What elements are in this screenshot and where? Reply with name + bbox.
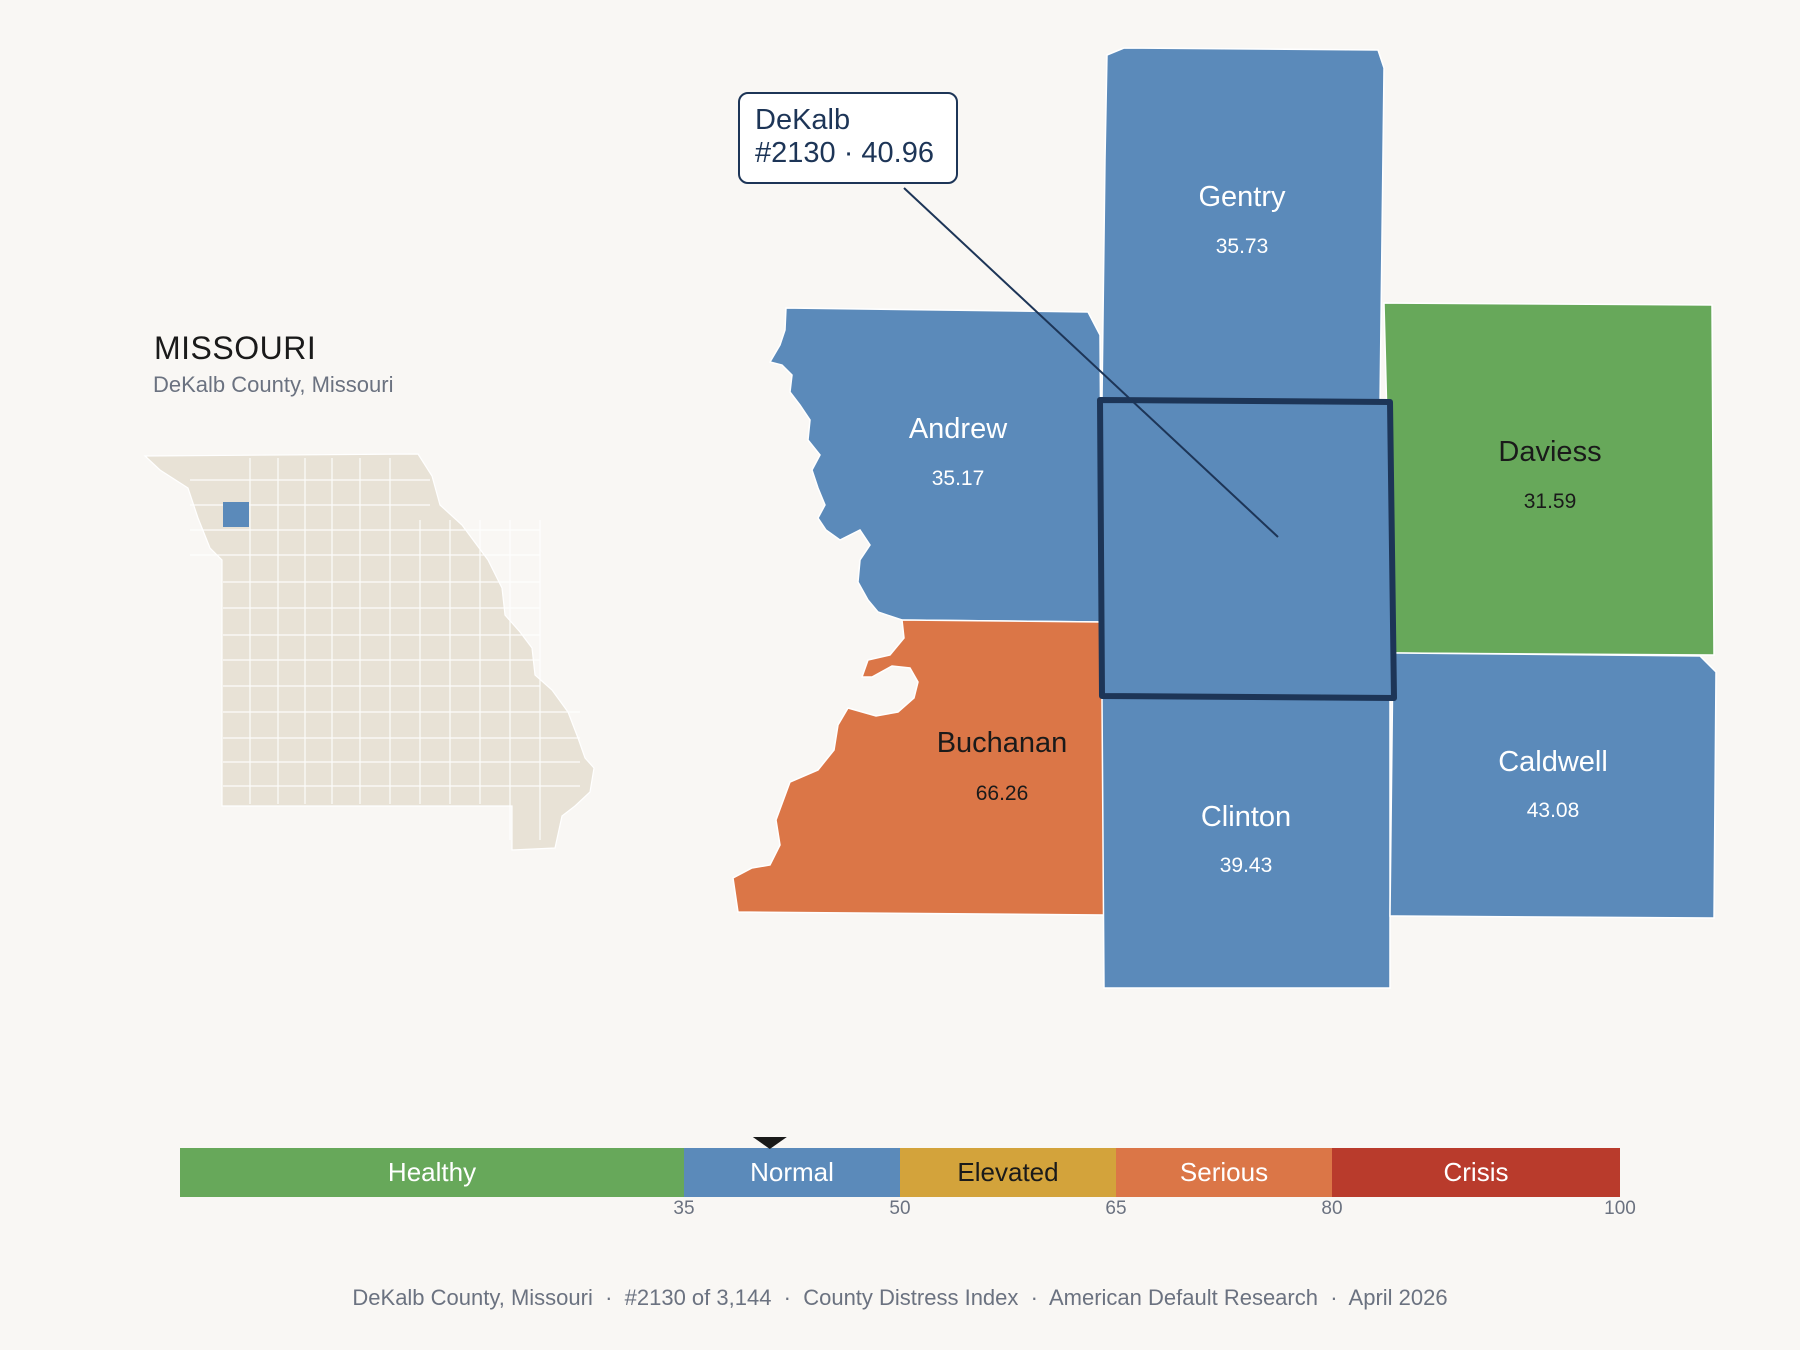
- callout-rank-score: #2130 · 40.96: [755, 137, 934, 169]
- legend-band-serious: [1116, 1148, 1332, 1197]
- legend-label-healthy: Healthy: [388, 1157, 476, 1187]
- legend-tick-100: 100: [1604, 1198, 1636, 1219]
- gentry-value-label: 35.73: [1216, 235, 1269, 258]
- footer-caption: DeKalb County, Missouri · #2130 of 3,144…: [352, 1285, 1448, 1310]
- andrew-name-label: Andrew: [909, 413, 1008, 445]
- county-daviess[interactable]: [1383, 302, 1715, 656]
- buchanan-name-label: Buchanan: [937, 727, 1068, 759]
- caldwell-name-label: Caldwell: [1498, 746, 1608, 778]
- legend-label-crisis: Crisis: [1444, 1157, 1509, 1187]
- county-dekalb[interactable]: [1100, 400, 1394, 698]
- clinton-name-label: Clinton: [1201, 801, 1291, 833]
- county-buchanan[interactable]: [732, 619, 1105, 916]
- state-title: MISSOURI: [154, 330, 317, 366]
- legend-band-crisis: [1332, 1148, 1620, 1197]
- state-subtitle: DeKalb County, Missouri: [153, 372, 394, 397]
- callout-leader-line: [903, 187, 1279, 538]
- legend-tick-80: 80: [1321, 1198, 1343, 1219]
- clinton-value-label: 39.43: [1220, 854, 1273, 877]
- legend-tick-35: 35: [673, 1198, 695, 1219]
- legend-marker-triangle: [752, 1137, 787, 1149]
- caldwell-value-label: 43.08: [1527, 799, 1580, 822]
- county-clinton[interactable]: [1101, 697, 1391, 989]
- missouri-state-shape: [143, 453, 595, 851]
- county-caldwell[interactable]: [1389, 652, 1717, 919]
- state-locator-map: [143, 453, 595, 851]
- andrew-value-label: 35.17: [932, 467, 985, 490]
- legend-label-serious: Serious: [1180, 1157, 1268, 1187]
- legend-band-normal: [684, 1148, 900, 1197]
- legend-label-elevated: Elevated: [957, 1157, 1058, 1187]
- legend-band-healthy: [180, 1148, 684, 1197]
- legend-ticks: 35 50 65 80 100: [0, 1198, 1800, 1222]
- daviess-value-label: 31.59: [1524, 490, 1577, 513]
- buchanan-value-label: 66.26: [976, 782, 1029, 805]
- dekalb-highlight: [223, 502, 249, 527]
- callout-county-name: DeKalb: [755, 104, 851, 136]
- legend-tick-65: 65: [1105, 1198, 1127, 1219]
- county-callout: DeKalb #2130 · 40.96: [738, 92, 958, 184]
- daviess-name-label: Daviess: [1498, 436, 1601, 468]
- legend-bar: Healthy Normal Elevated Serious Crisis: [180, 1148, 1620, 1197]
- legend-label-normal: Normal: [750, 1157, 834, 1187]
- dekalb-selection-outline: [1097, 397, 1397, 701]
- legend-band-elevated: [900, 1148, 1116, 1197]
- legend-tick-50: 50: [889, 1198, 911, 1219]
- county-gentry[interactable]: [1101, 47, 1385, 406]
- gentry-name-label: Gentry: [1198, 181, 1286, 213]
- county-andrew[interactable]: [768, 307, 1103, 623]
